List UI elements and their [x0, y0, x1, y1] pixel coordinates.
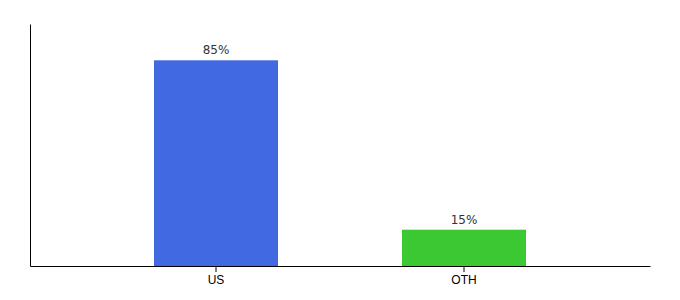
tick-label: US — [208, 273, 225, 287]
data-labels: 85% 15% — [203, 43, 478, 226]
bar — [154, 60, 278, 266]
data-label: 15% — [451, 213, 478, 227]
chart: US OTH 85% 15% — [0, 0, 680, 300]
data-label: 85% — [203, 43, 230, 57]
tick-label: OTH — [451, 273, 476, 287]
category-axis: US OTH — [31, 266, 651, 287]
bar — [402, 230, 526, 266]
axis-line — [30, 25, 31, 267]
value-axis — [30, 25, 31, 267]
tick: US — [208, 266, 225, 287]
tick: OTH — [451, 266, 476, 287]
plot: US OTH 85% 15% — [31, 25, 651, 287]
bars — [154, 60, 526, 266]
axis-line — [31, 266, 651, 267]
tick-mark — [216, 266, 217, 272]
tick-mark — [464, 266, 465, 272]
